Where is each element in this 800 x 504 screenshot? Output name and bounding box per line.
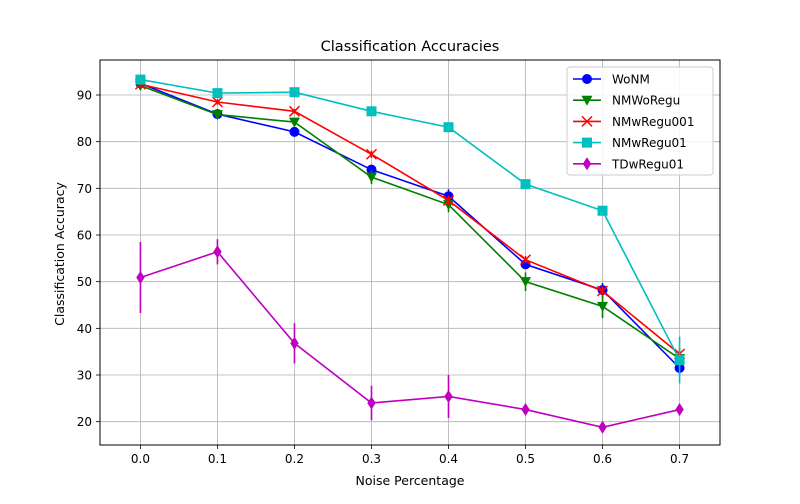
x-tick-label: 0.0 xyxy=(131,452,150,466)
legend-entry-nmwregu01: NMwRegu01 xyxy=(573,136,687,150)
legend-label: TDwRegu01 xyxy=(611,157,684,171)
legend-entry-wonm: WoNM xyxy=(573,73,650,87)
data-point-nmworegu xyxy=(211,110,223,121)
data-point-nmwregu001 xyxy=(519,254,532,266)
marker-stroke xyxy=(519,254,532,266)
series-line-nmwregu001 xyxy=(140,83,681,355)
legend-marker xyxy=(581,115,593,127)
y-axis-label: Classification Accuracy xyxy=(52,182,67,326)
y-tick-label: 50 xyxy=(77,275,92,289)
data-point-tdwregu01 xyxy=(675,403,684,417)
legend-marker xyxy=(582,137,592,148)
legend-marker xyxy=(582,157,592,171)
marker-stroke xyxy=(442,194,455,206)
y-tick-label: 30 xyxy=(77,369,92,383)
data-point-tdwregu01 xyxy=(136,270,145,284)
data-point-nmwregu01 xyxy=(443,122,454,133)
marker-stroke xyxy=(211,96,223,108)
legend-box xyxy=(566,66,714,176)
data-point-wonm xyxy=(289,126,300,137)
y-tick-label: 20 xyxy=(77,415,92,429)
data-point-nmwregu01 xyxy=(597,205,608,216)
data-point-tdwregu01 xyxy=(521,403,530,417)
marker-stroke xyxy=(581,115,593,127)
data-point-nmwregu001 xyxy=(211,96,223,108)
series-tdwregu01 xyxy=(136,239,684,434)
legend-entry-tdwregu01: TDwRegu01 xyxy=(573,157,684,171)
data-point-tdwregu01 xyxy=(290,336,299,350)
series-line-nmworegu xyxy=(140,84,681,360)
series-line-nmwregu01 xyxy=(140,78,681,361)
data-point-nmwregu001 xyxy=(365,148,378,160)
data-point-nmwregu01 xyxy=(212,88,223,99)
x-tick-label: 0.7 xyxy=(670,452,689,466)
legend-label: NMwRegu01 xyxy=(612,136,687,150)
x-axis-label: Noise Percentage xyxy=(356,473,465,488)
data-point-wonm xyxy=(366,164,377,175)
data-point-nmworegu xyxy=(288,117,300,128)
data-point-nmworegu xyxy=(365,172,377,183)
marker-stroke xyxy=(365,148,378,160)
data-point-nmwregu001 xyxy=(288,105,301,117)
x-tick-label: 0.6 xyxy=(593,452,612,466)
data-point-nmwregu001 xyxy=(597,285,609,297)
y-tick-label: 70 xyxy=(77,182,92,196)
data-point-nmwregu001 xyxy=(442,194,455,206)
x-tick-label: 0.5 xyxy=(516,452,535,466)
y-tick-label: 40 xyxy=(77,322,92,336)
x-tick-label: 0.1 xyxy=(208,452,227,466)
legend-marker xyxy=(581,95,593,106)
x-tick-label: 0.2 xyxy=(285,452,304,466)
legend-entry-nmworegu: NMWoRegu xyxy=(573,94,680,108)
marker-stroke xyxy=(597,285,609,297)
series-nmwregu01 xyxy=(135,74,685,384)
axis-ticks: 0.0 0.1 0.2 0.3 0.4 0.5 0.6 0.7 20 30 40 50 60 70 80 90 xyxy=(77,89,689,467)
legend-label: NMwRegu001 xyxy=(612,115,694,129)
data-point-nmworegu xyxy=(597,301,609,312)
x-tick-label: 0.3 xyxy=(362,452,381,466)
data-point-tdwregu01 xyxy=(367,396,376,410)
data-point-nmwregu01 xyxy=(674,355,685,366)
chart-title: Classification Accuracies xyxy=(321,39,500,55)
data-point-tdwregu01 xyxy=(444,389,453,403)
series-line-tdwregu01 xyxy=(140,250,680,429)
legend-marker xyxy=(582,74,592,84)
data-point-nmwregu01 xyxy=(520,179,531,190)
data-point-nmworegu xyxy=(520,277,532,288)
legend-label: WoNM xyxy=(612,73,650,87)
y-tick-label: 90 xyxy=(77,89,92,103)
legend-entry-nmwregu001: NMwRegu001 xyxy=(573,115,694,129)
marker-stroke xyxy=(288,105,301,117)
plot-area xyxy=(134,74,686,434)
data-point-nmwregu01 xyxy=(289,87,300,98)
y-tick-label: 60 xyxy=(77,229,92,243)
y-tick-label: 80 xyxy=(77,135,92,149)
data-point-tdwregu01 xyxy=(598,420,607,434)
x-tick-label: 0.4 xyxy=(439,452,458,466)
data-point-nmwregu01 xyxy=(135,74,146,85)
legend-label: NMWoRegu xyxy=(612,94,680,108)
data-point-tdwregu01 xyxy=(213,245,222,259)
legend: WoNM NMWoRegu NMwRegu001 NMwRegu01 TDwRegu01 xyxy=(566,66,714,176)
axes-frame xyxy=(99,59,721,446)
data-point-nmwregu01 xyxy=(366,106,377,117)
